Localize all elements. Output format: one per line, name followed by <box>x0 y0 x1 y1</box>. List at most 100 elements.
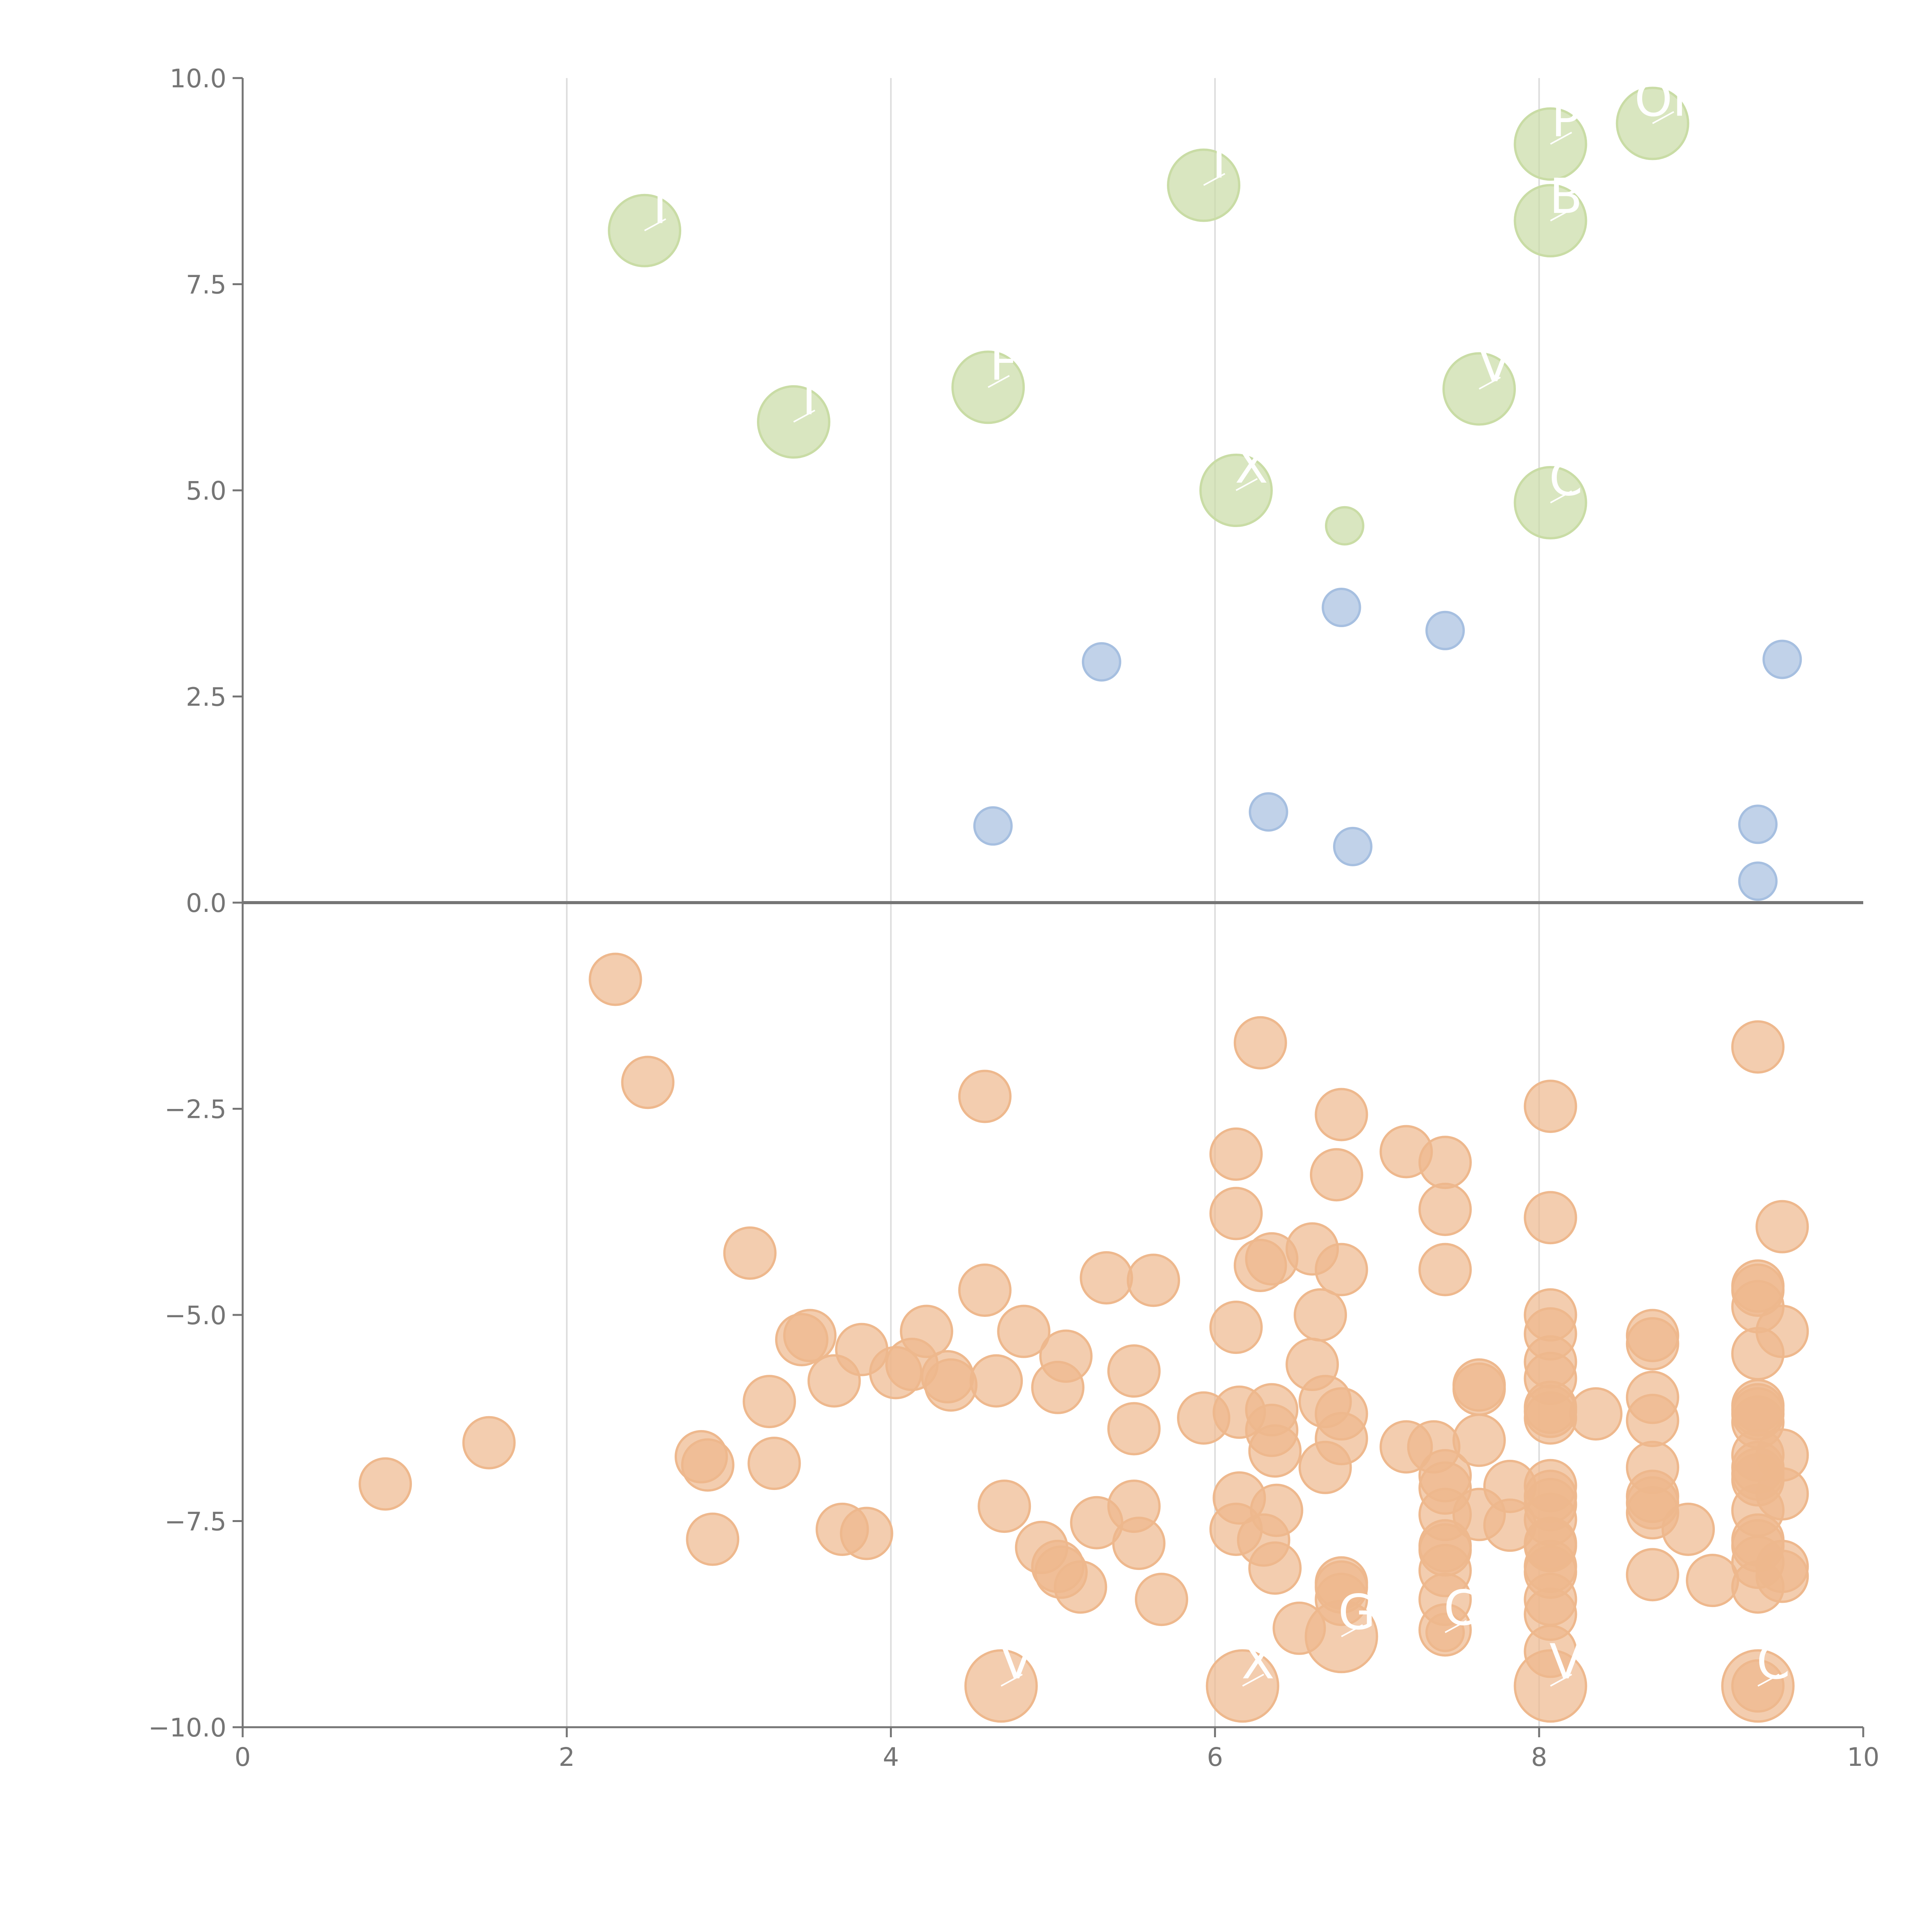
x-tick-label: 0 <box>235 1742 251 1772</box>
point-label: V <box>1549 1634 1583 1690</box>
point-label: V <box>1478 337 1511 393</box>
label-leader-line <box>793 410 815 423</box>
orange-point <box>1080 1251 1133 1304</box>
point-label: C <box>1549 451 1583 507</box>
y-tick-label: −2.5 <box>165 1095 226 1124</box>
orange-point <box>958 1070 1012 1123</box>
label-leader-line <box>1550 490 1572 503</box>
orange-point <box>900 1304 953 1358</box>
y-tick-label: 5.0 <box>186 476 226 506</box>
blue-point <box>1333 827 1372 866</box>
label-leader-line <box>1550 131 1572 145</box>
label-leader-line <box>1444 1620 1467 1633</box>
label-leader-line <box>1652 111 1674 124</box>
orange-point <box>1418 1182 1472 1236</box>
orange-point <box>1452 1413 1506 1467</box>
x-tick-label: 10 <box>1847 1742 1879 1772</box>
orange-point <box>1248 1541 1302 1595</box>
x-tick-label: 2 <box>559 1742 575 1772</box>
orange-point <box>1418 1136 1472 1189</box>
green-point <box>1167 148 1241 222</box>
orange-point <box>359 1457 412 1511</box>
orange-point <box>1626 1394 1679 1447</box>
orange-point <box>1755 1549 1809 1603</box>
label-leader-line <box>1550 208 1572 221</box>
orange-point <box>1685 1554 1739 1607</box>
orange-point <box>958 1263 1012 1317</box>
point-labels: T I F I X V PB C OP V X G V C C <box>644 71 1790 1690</box>
label-leader-line <box>1550 1673 1572 1687</box>
orange-point <box>1209 1187 1263 1240</box>
orange-point <box>1107 1344 1161 1398</box>
orange-point <box>621 1056 675 1109</box>
orange-point <box>1039 1329 1093 1383</box>
point-label: F <box>990 335 1017 391</box>
orange-point <box>743 1375 796 1429</box>
blue-point <box>1738 861 1778 901</box>
point-label: I <box>802 370 816 426</box>
orange-point <box>1452 1362 1506 1416</box>
orange-point <box>997 1304 1051 1358</box>
blue-point <box>973 806 1013 846</box>
blue-point <box>1738 804 1778 844</box>
y-tick-label: −5.0 <box>165 1301 226 1330</box>
orange-point <box>1209 1301 1263 1354</box>
orange-point <box>1755 1200 1809 1253</box>
label-leader-line <box>1242 1673 1264 1687</box>
orange-point <box>840 1507 893 1560</box>
y-tick-label: 10.0 <box>170 64 226 94</box>
orange-point <box>1107 1402 1161 1456</box>
y-tick-label: 0.0 <box>186 888 226 918</box>
x-tick-label: 4 <box>883 1742 899 1772</box>
orange-point <box>1524 1191 1577 1245</box>
x-tick-label: 6 <box>1207 1742 1223 1772</box>
orange-point <box>1662 1502 1715 1556</box>
orange-point <box>1626 1548 1679 1602</box>
orange-point <box>1233 1016 1287 1070</box>
blue-point <box>1762 639 1802 679</box>
orange-point <box>588 952 642 1006</box>
label-leader-line <box>1203 173 1225 186</box>
orange-point <box>969 1354 1023 1408</box>
point-label: C <box>1444 1580 1477 1636</box>
label-leader-line <box>1757 1673 1780 1687</box>
orange-point <box>1310 1148 1363 1202</box>
orange-point <box>1755 1304 1809 1358</box>
orange-point <box>924 1358 978 1412</box>
orange-point <box>783 1309 837 1362</box>
orange-point <box>1315 1243 1368 1296</box>
axes: 0 2 4 6 8 10 −10.0 −7.5 −5.0 −2.5 0.0 2.5 5.0 7.5 10.0 <box>148 64 1879 1772</box>
y-tick-label: −7.5 <box>165 1507 226 1537</box>
orange-point <box>462 1416 516 1469</box>
orange-point <box>1315 1088 1368 1141</box>
point-label: G <box>1338 1584 1376 1640</box>
orange-point <box>1112 1517 1166 1570</box>
point-label: I <box>1212 133 1226 189</box>
orange-point <box>681 1438 735 1492</box>
label-leader-line <box>1000 1673 1023 1687</box>
label-leader-line <box>988 375 1010 388</box>
orange-point <box>1209 1127 1263 1181</box>
point-label: B <box>1549 168 1583 224</box>
orange-point <box>1524 1080 1577 1133</box>
point-label: OP <box>1634 71 1702 127</box>
green-point <box>1325 506 1364 546</box>
blue-point <box>1082 642 1121 682</box>
orange-point <box>1755 1467 1809 1521</box>
orange-point <box>1294 1288 1347 1342</box>
orange-point <box>1127 1253 1180 1307</box>
label-leader-line <box>1479 376 1501 390</box>
blue-point <box>1248 792 1288 832</box>
orange-point <box>1248 1424 1302 1478</box>
orange-point <box>1418 1243 1472 1296</box>
orange-point <box>1626 1317 1679 1371</box>
orange-point <box>686 1512 740 1566</box>
blue-point <box>1321 588 1361 628</box>
orange-point <box>1250 1483 1303 1537</box>
orange-point <box>723 1226 777 1280</box>
label-leader-line <box>1235 478 1258 491</box>
blue-point <box>1425 611 1465 650</box>
point-label: X <box>1235 438 1268 494</box>
orange-point <box>978 1480 1031 1533</box>
